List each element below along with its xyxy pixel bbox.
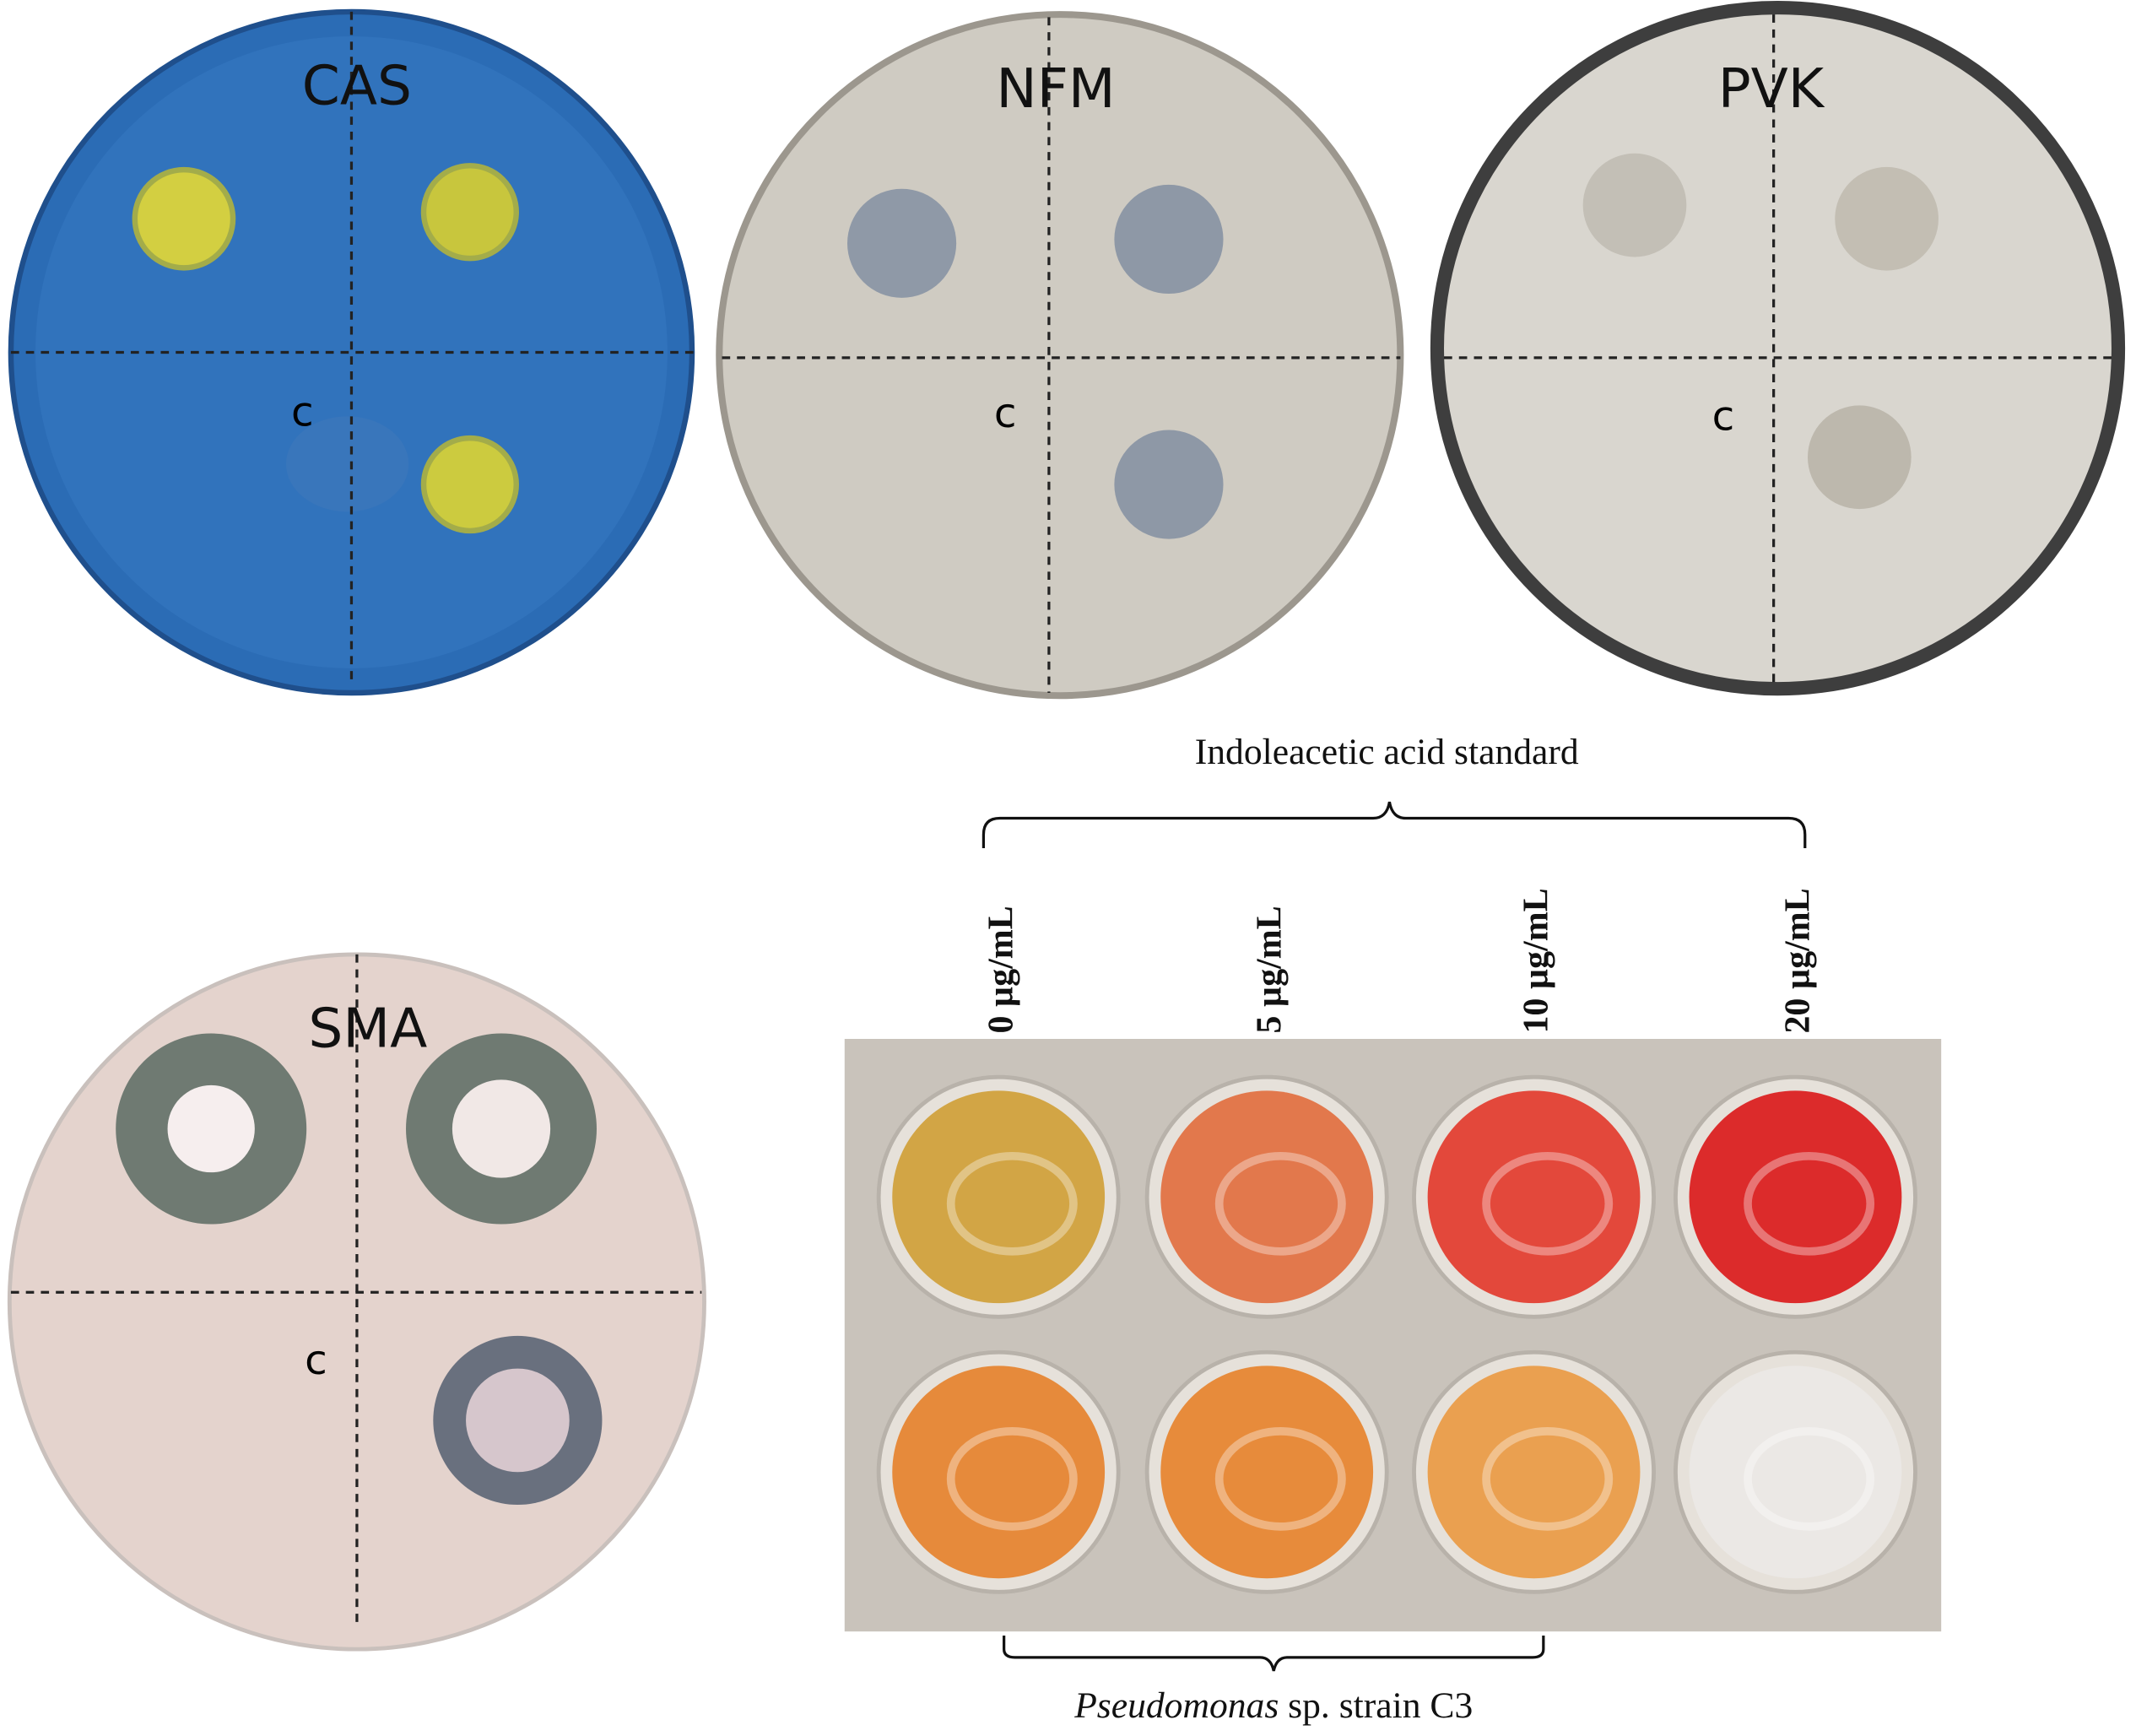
well-highlight (1744, 1151, 1875, 1256)
cas-plate: CAS c (8, 8, 695, 696)
well-highlight (946, 1151, 1078, 1256)
plate-label: CAS (302, 55, 412, 118)
well-highlight (1214, 1151, 1346, 1256)
well-highlight (1214, 1427, 1346, 1531)
well-highlight (1482, 1151, 1614, 1256)
sma-plate: SMA c (7, 952, 706, 1652)
concentration-label: 5 µg/mL (1250, 906, 1289, 1033)
genus: Pseudomonas (1073, 1685, 1279, 1726)
well-highlight (946, 1427, 1078, 1531)
plate-label: SMA (308, 998, 427, 1061)
well-liquid (1160, 1366, 1374, 1579)
standard-label: Indoleacetic acid standard (1195, 732, 1579, 772)
control-label: c (994, 390, 1017, 437)
well-liquid (1427, 1366, 1641, 1579)
control-label: c (291, 389, 314, 436)
well-liquid (1160, 1090, 1374, 1304)
well-liquid (1427, 1090, 1641, 1304)
concentration-label: 10 µg/mL (1517, 888, 1556, 1033)
control-label: c (1712, 392, 1735, 440)
iaa-panel: Indoleacetic acid standard Pseudomonas s… (844, 732, 1942, 1726)
well-liquid (892, 1366, 1106, 1579)
well-highlight (1744, 1427, 1875, 1531)
pvk-plate: PVK c (1430, 1, 2126, 696)
strain-label: Pseudomonas sp. strain C3 (1073, 1685, 1473, 1726)
strain-rest: sp. strain C3 (1279, 1685, 1473, 1726)
plate-label: PVK (1718, 57, 1825, 121)
well-liquid (1689, 1090, 1902, 1304)
nfm-plate: NFM c (716, 11, 1404, 700)
well-highlight (1482, 1427, 1614, 1531)
well-liquid (1689, 1366, 1902, 1579)
concentration-label: 20 µg/mL (1779, 888, 1818, 1033)
control-label: c (305, 1337, 327, 1384)
plate-label: NFM (996, 57, 1115, 121)
concentration-label: 0 µg/mL (981, 906, 1020, 1033)
well-liquid (892, 1090, 1106, 1304)
